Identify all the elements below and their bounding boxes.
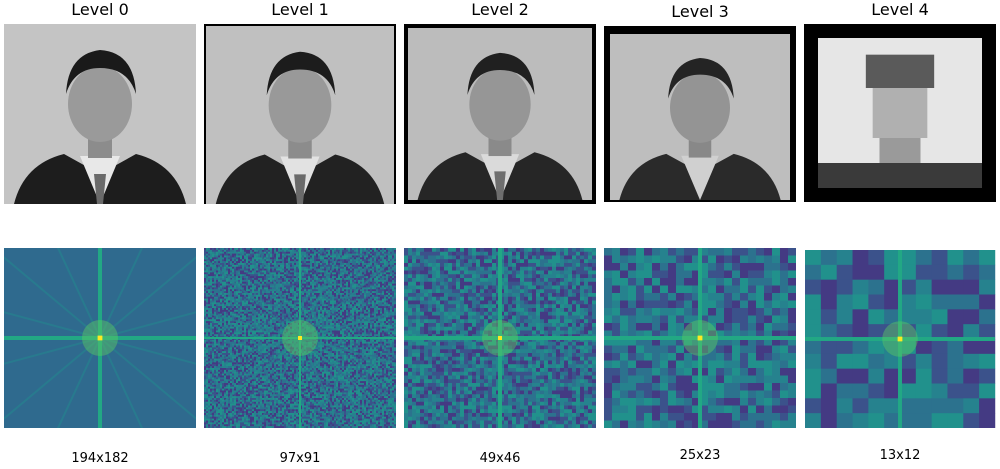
level-2-portrait-image: [404, 24, 596, 204]
level-1-size-label: 97x91: [279, 451, 321, 466]
level-2-column: Level 2 49x46: [404, 0, 596, 469]
level-4-size-label: 13x12: [879, 448, 921, 463]
level-4-column: Level 4 13x12: [804, 0, 996, 469]
level-0-column: Level 0 194x182: [4, 0, 196, 469]
level-4-fft-spectrum: [804, 250, 996, 430]
level-0-size-label: 194x182: [71, 451, 129, 466]
level-3-column: Level 3 25x23: [604, 0, 796, 469]
level-1-title: Level 1: [271, 0, 329, 19]
level-0-portrait-image: [4, 24, 196, 204]
level-3-portrait-image: [604, 26, 796, 202]
spectrum-svg-0: [4, 248, 196, 428]
level-1-fft-spectrum: [204, 248, 396, 428]
level-3-fft-spectrum: [604, 248, 796, 428]
level-3-size-label: 25x23: [679, 448, 721, 463]
level-4-title: Level 4: [871, 0, 929, 19]
spectrum-svg-3: [604, 248, 796, 428]
level-3-title: Level 3: [671, 2, 729, 21]
level-1-column: Level 1 97x91: [204, 0, 396, 469]
level-2-size-label: 49x46: [479, 451, 521, 466]
spectrum-svg-4: [805, 250, 996, 428]
level-1-portrait-image: [204, 24, 396, 204]
level-4-portrait-image: [804, 24, 996, 202]
level-0-fft-spectrum: [4, 248, 196, 428]
level-2-fft-spectrum: [404, 248, 596, 428]
level-2-title: Level 2: [471, 0, 529, 19]
level-0-title: Level 0: [71, 0, 129, 19]
spectrum-svg-2: [404, 248, 596, 428]
spectrum-svg-1: [204, 248, 396, 428]
